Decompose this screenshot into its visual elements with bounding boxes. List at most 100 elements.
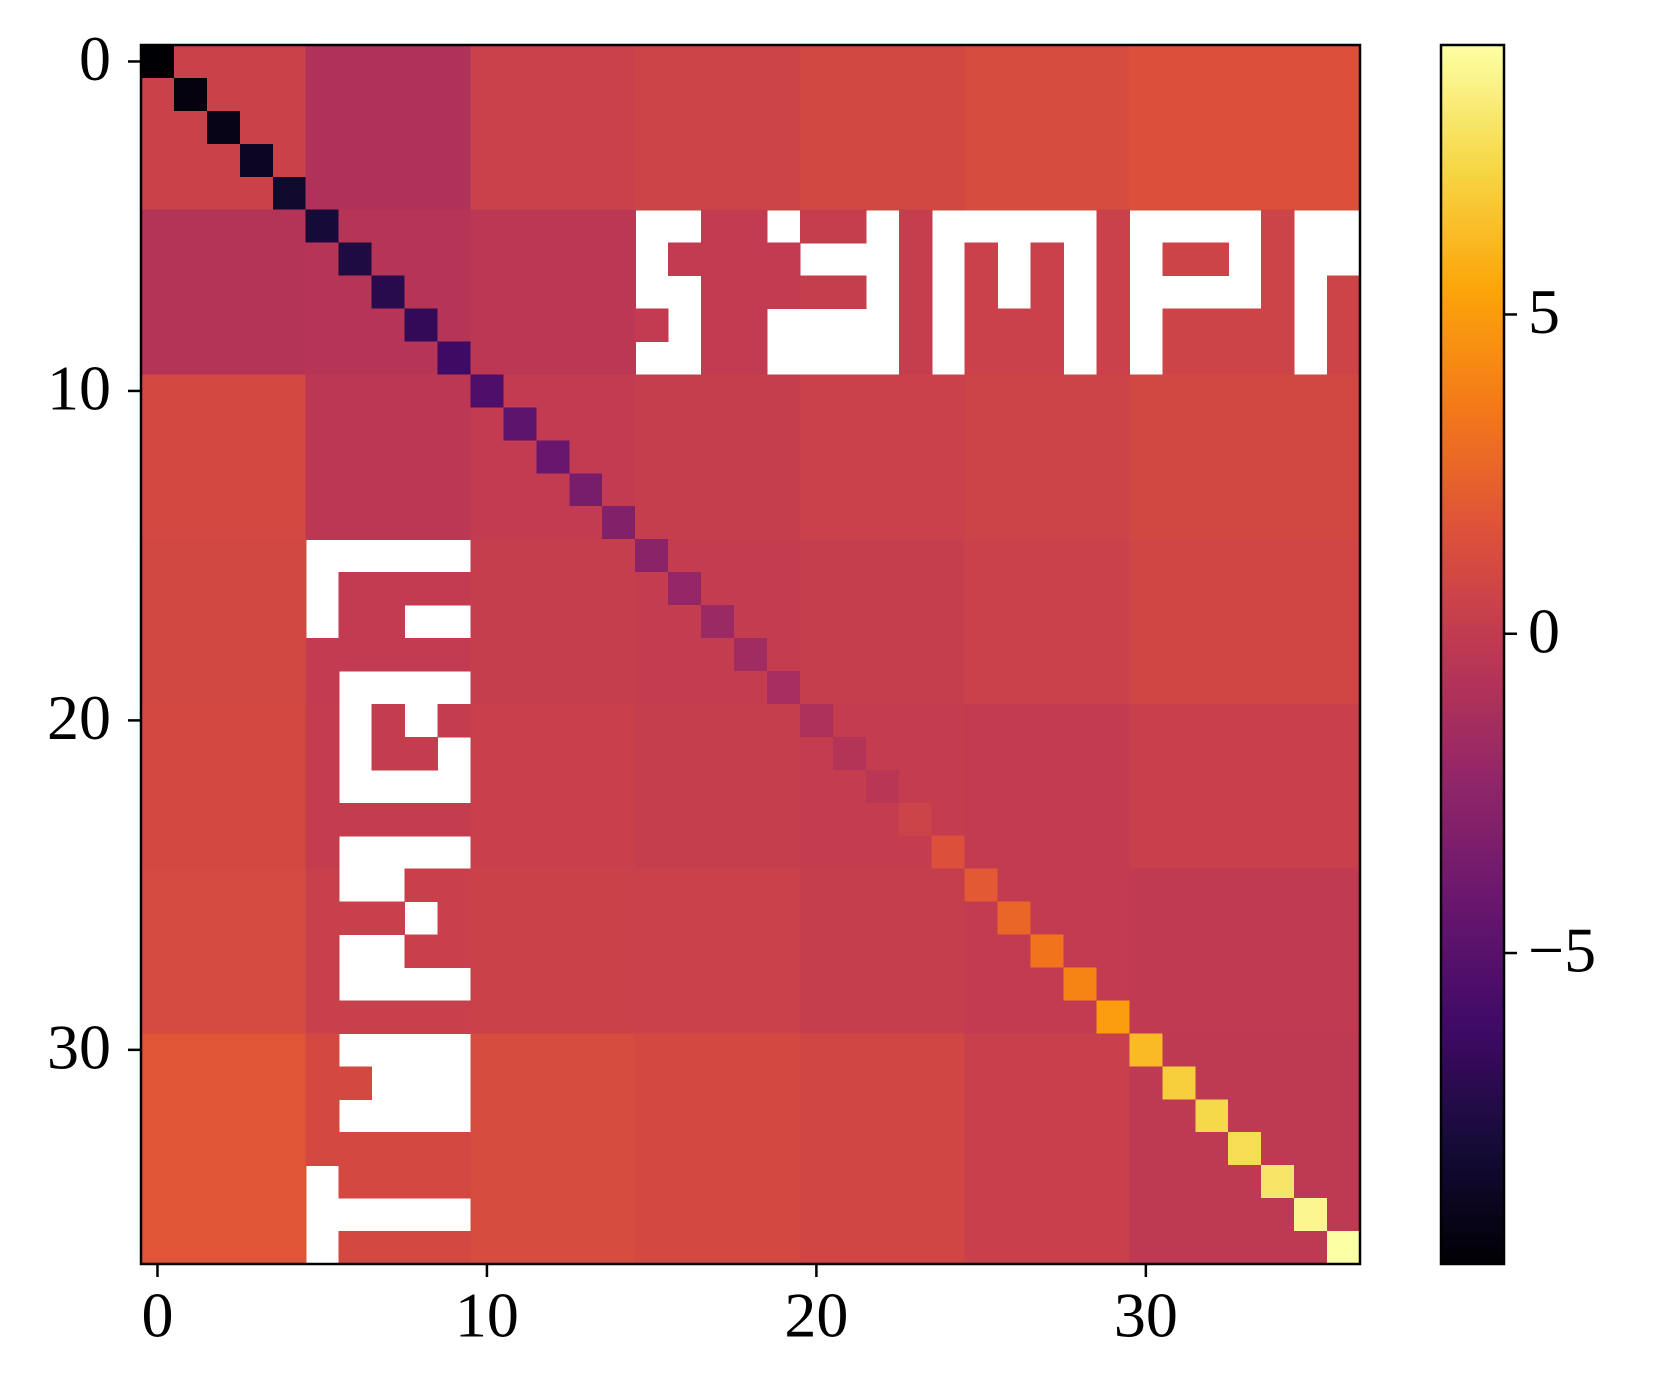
heatmap-cell (1096, 45, 1130, 79)
heatmap-cell (1063, 736, 1098, 771)
heatmap-cell (569, 967, 603, 1002)
heatmap-cell (141, 967, 175, 1002)
heatmap-cell (437, 77, 472, 112)
heatmap-cell (964, 440, 999, 474)
heatmap-cell (338, 308, 373, 343)
heatmap-cell (141, 1000, 175, 1034)
heatmap-cell (766, 143, 801, 178)
heatmap-cell (1129, 769, 1163, 804)
heatmap-cell (1129, 539, 1163, 573)
heatmap-cell (997, 506, 1032, 540)
heatmap-cell (931, 506, 966, 540)
heatmap-cell (1195, 670, 1229, 705)
heatmap-cell (1228, 638, 1262, 672)
heatmap-cell (206, 868, 241, 903)
heatmap-cell (898, 769, 933, 804)
heatmap-cell (272, 45, 307, 79)
heatmap-cell (503, 572, 537, 606)
heatmap-cell (338, 275, 373, 310)
heatmap-cell (931, 143, 966, 178)
heatmap-cell (1261, 506, 1295, 540)
heatmap-cell (173, 736, 208, 771)
heatmap-cell (503, 1000, 537, 1034)
heatmap-cell (536, 1132, 570, 1166)
heatmap-cell (272, 1198, 307, 1232)
heatmap-cell (1261, 802, 1295, 837)
heatmap-cell (1063, 407, 1098, 441)
heatmap-cell (832, 769, 867, 804)
heatmap-cell (1063, 1132, 1098, 1166)
heatmap-cell (141, 1165, 175, 1199)
heatmap-cell (239, 209, 274, 244)
heatmap-cell (470, 1165, 505, 1199)
heatmap-cell (569, 506, 603, 540)
heatmap-cell (305, 77, 340, 112)
heatmap-cell (206, 802, 241, 837)
heatmap-cell (964, 473, 999, 507)
heatmap-cell (371, 703, 406, 738)
heatmap-cell (1261, 1231, 1295, 1265)
heatmap-cell (898, 934, 933, 969)
heatmap-cell (1162, 242, 1196, 277)
heatmap-cell (404, 473, 439, 507)
heatmap-cell (931, 967, 966, 1002)
heatmap-cell (635, 308, 669, 343)
heatmap-cell (470, 703, 505, 738)
heatmap-cell (1327, 308, 1361, 343)
heatmap-cell (1096, 1132, 1130, 1166)
heatmap-cell (404, 506, 439, 540)
heatmap-cell (635, 1198, 669, 1232)
heatmap-cell (668, 374, 702, 409)
heatmap-cell (1162, 506, 1196, 540)
heatmap-cell (898, 143, 933, 178)
heatmap-cell (997, 407, 1032, 441)
heatmap-cell (239, 967, 274, 1002)
heatmap-cell (470, 539, 505, 573)
heatmap-cell (470, 77, 505, 112)
heatmap-cell (1327, 1099, 1361, 1133)
heatmap-cell (1096, 209, 1130, 244)
heatmap-cell (832, 275, 867, 310)
heatmap-cell (437, 341, 472, 376)
heatmap-cell (536, 703, 570, 738)
heatmap-cell (865, 802, 900, 837)
heatmap-cell (371, 1132, 406, 1166)
heatmap-cell (206, 572, 241, 606)
heatmap-cell (1327, 440, 1361, 474)
heatmap-cell (964, 835, 999, 870)
heatmap-cell (635, 473, 669, 507)
heatmap-cell (1162, 45, 1196, 79)
heatmap-cell (668, 539, 702, 573)
heatmap-cell (1261, 539, 1295, 573)
heatmap-cell (701, 835, 735, 870)
heatmap-cell (404, 1231, 439, 1265)
heatmap-cell (371, 374, 406, 409)
heatmap-cell (1162, 1000, 1196, 1034)
heatmap-cell (503, 110, 537, 145)
heatmap-cell (931, 440, 966, 474)
heatmap-cell (865, 110, 900, 145)
heatmap-cell (239, 901, 274, 936)
heatmap-cell (206, 1099, 241, 1133)
heatmap-cell (832, 473, 867, 507)
heatmap-cell (173, 1165, 208, 1199)
heatmap-cell (931, 868, 966, 903)
heatmap-cell (371, 802, 406, 837)
heatmap-cell (503, 901, 537, 936)
heatmap-cell (1096, 572, 1130, 606)
heatmap-cell (1327, 572, 1361, 606)
heatmap-cell (734, 539, 768, 573)
heatmap-cell (635, 407, 669, 441)
heatmap-cell (536, 440, 570, 474)
heatmap-cell (997, 868, 1032, 903)
heatmap-cell (997, 670, 1032, 705)
heatmap-cell (437, 802, 472, 837)
heatmap-cell (206, 1231, 241, 1265)
heatmap-cell (206, 440, 241, 474)
heatmap-cell (1096, 605, 1130, 639)
heatmap-cell (503, 1099, 537, 1133)
heatmap-cell (931, 670, 966, 705)
heatmap-cell (536, 1165, 570, 1199)
heatmap-cell (931, 769, 966, 804)
heatmap-cell (239, 143, 274, 178)
